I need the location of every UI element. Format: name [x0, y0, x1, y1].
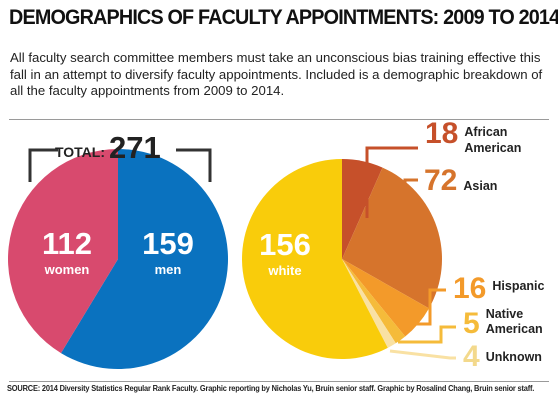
data-label-men-value: 159: [142, 226, 194, 261]
total-label: TOTAL:: [55, 144, 105, 160]
pie-slice-women: [8, 149, 118, 354]
leader-line-native-american: [398, 325, 456, 344]
data-label-hispanic-name-1: Hispanic: [492, 279, 544, 293]
data-label-native-american-name-2: American: [486, 322, 543, 336]
bottom-divider: [9, 381, 549, 382]
data-label-hispanic-value: 16: [453, 272, 486, 305]
source-credit: SOURCE: 2014 Diversity Statistics Regula…: [7, 384, 535, 393]
data-label-white-name: white: [267, 263, 301, 278]
total-value: 271: [109, 130, 161, 165]
data-label-women-name: women: [44, 262, 90, 277]
data-label-white-value: 156: [259, 227, 311, 262]
data-label-women-value: 112: [42, 226, 92, 261]
intro-text: All faculty search committee members mus…: [10, 50, 543, 98]
total-bracket: [28, 148, 212, 182]
leader-line-asian: [403, 178, 418, 200]
pie-slice-unknown: [342, 259, 396, 348]
pie-slice-native-american: [342, 259, 406, 344]
data-label-unknown-name-1: Unknown: [486, 350, 542, 364]
data-label-asian-value: 72: [424, 164, 457, 197]
pie-slice-african-american: [342, 159, 383, 259]
leader-line-african-american: [365, 146, 418, 218]
data-label-native-american-name-1: Native: [486, 307, 524, 321]
pie-slice-white: [242, 159, 388, 359]
pie-slice-men: [60, 149, 229, 369]
data-label-african-american-name-1: African: [464, 125, 507, 139]
pie-slice-hispanic: [342, 259, 429, 337]
data-label-native-american-value: 5: [463, 307, 480, 340]
data-label-men-name: men: [155, 262, 182, 277]
data-label-asian-name-1: Asian: [463, 179, 497, 193]
page-title: DEMOGRAPHICS OF FACULTY APPOINTMENTS: 20…: [9, 5, 558, 29]
leader-line-hispanic: [412, 288, 446, 326]
leader-line-unknown: [389, 349, 456, 360]
data-label-unknown-value: 4: [463, 340, 480, 373]
data-label-african-american-value: 18: [425, 117, 458, 150]
top-divider: [9, 119, 549, 120]
data-label-african-american-name-2: American: [464, 141, 521, 155]
